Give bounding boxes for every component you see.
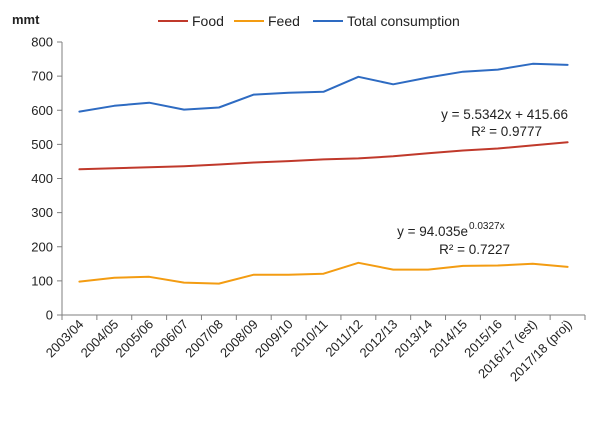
x-tick-label: 2005/06 bbox=[112, 317, 156, 361]
y-tick-label: 800 bbox=[31, 35, 53, 50]
y-tick-label: 400 bbox=[31, 171, 53, 186]
tick-labels: 01002003004005006007008002003/042004/052… bbox=[31, 35, 574, 385]
x-tick-label: 2006/07 bbox=[147, 317, 191, 361]
feed-trendline-r2: R² = 0.7227 bbox=[439, 242, 510, 257]
y-axis-unit-label: mmt bbox=[12, 12, 40, 27]
y-tick-label: 700 bbox=[31, 69, 53, 84]
x-tick-label: 2008/09 bbox=[217, 317, 261, 361]
y-tick-label: 600 bbox=[31, 103, 53, 118]
x-tick-label: 2014/15 bbox=[426, 317, 470, 361]
x-tick-label: 2017/18 (proj) bbox=[507, 317, 575, 385]
total-trendline-r2: R² = 0.9777 bbox=[471, 124, 542, 139]
x-tick-label: 2012/13 bbox=[357, 317, 401, 361]
y-tick-label: 500 bbox=[31, 137, 53, 152]
y-tick-label: 0 bbox=[46, 308, 53, 323]
series-line-feed bbox=[78, 261, 569, 285]
y-tick-label: 100 bbox=[31, 273, 53, 288]
legend-label-total-consumption: Total consumption bbox=[347, 13, 460, 29]
legend-label-feed: Feed bbox=[268, 13, 300, 29]
y-tick-label: 200 bbox=[31, 239, 53, 254]
x-tick-label: 2010/11 bbox=[287, 317, 330, 360]
total-trendline-equation: y = 5.5342x + 415.66 bbox=[441, 107, 568, 122]
x-tick-label: 2013/14 bbox=[391, 317, 435, 361]
legend-label-food: Food bbox=[192, 13, 224, 29]
y-tick-label: 300 bbox=[31, 205, 53, 220]
x-tick-label: 2007/08 bbox=[182, 317, 226, 361]
total-trendline-annotation: y = 5.5342x + 415.66 R² = 0.9777 bbox=[441, 107, 568, 139]
feed-trendline-equation: y = 94.035e bbox=[397, 224, 468, 239]
x-tick-label: 2004/05 bbox=[78, 317, 122, 361]
feed-trendline-exponent: 0.0327x bbox=[469, 221, 505, 232]
legend: Food Feed Total consumption bbox=[158, 13, 460, 29]
x-tick-label: 2009/10 bbox=[252, 317, 296, 361]
series-line-food bbox=[78, 141, 569, 171]
series-line-total-consumption bbox=[78, 62, 569, 113]
axes bbox=[57, 41, 586, 320]
x-tick-label: 2003/04 bbox=[43, 317, 87, 361]
series-lines bbox=[78, 62, 569, 285]
feed-trendline-annotation: y = 94.035e 0.0327x R² = 0.7227 bbox=[397, 221, 510, 257]
